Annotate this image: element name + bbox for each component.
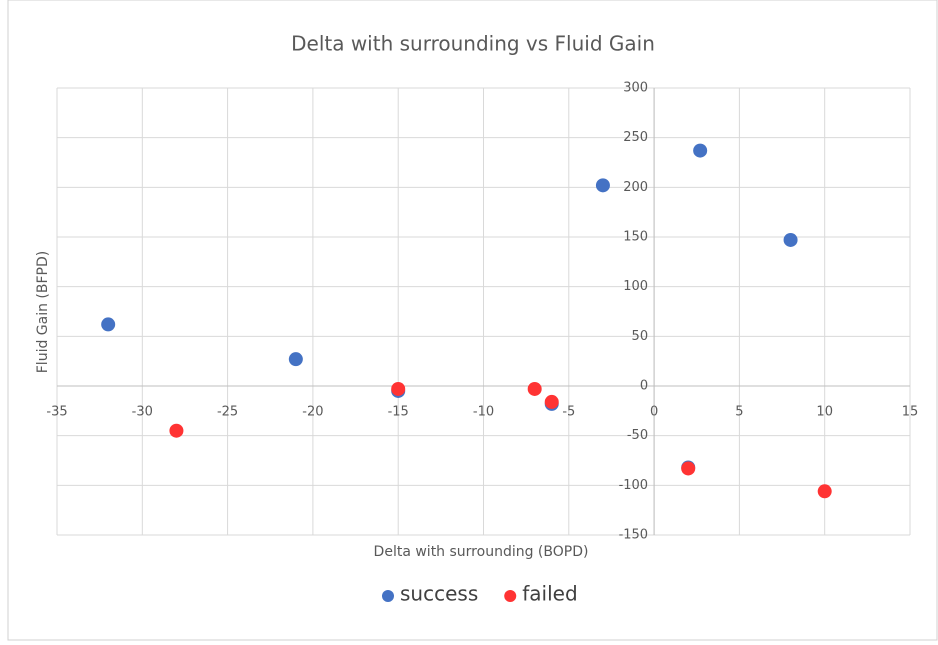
x-tick-label: 5 xyxy=(735,405,743,420)
y-tick-label: -100 xyxy=(619,478,649,493)
legend-marker xyxy=(504,590,516,602)
y-tick-label: 100 xyxy=(623,279,648,294)
y-tick-label: 50 xyxy=(632,329,649,344)
data-point xyxy=(681,461,695,475)
data-point xyxy=(391,382,405,396)
data-point xyxy=(545,395,559,409)
data-point xyxy=(596,178,610,192)
x-tick-label: 10 xyxy=(816,405,833,420)
x-tick-label: -10 xyxy=(473,405,494,420)
y-tick-label: 0 xyxy=(640,379,648,394)
y-tick-label: 200 xyxy=(623,180,648,195)
x-tick-label: -20 xyxy=(302,405,323,420)
x-tick-label: -30 xyxy=(132,405,153,420)
y-tick-label: -150 xyxy=(619,528,649,543)
x-tick-label: -5 xyxy=(562,405,575,420)
x-tick-label: -35 xyxy=(46,405,67,420)
x-tick-label: -15 xyxy=(388,405,409,420)
legend-label: failed xyxy=(522,582,577,606)
chart: Delta with surrounding vs Fluid Gain Del… xyxy=(0,0,938,641)
legend-label: success xyxy=(400,582,478,606)
x-axis-title: Delta with surrounding (BOPD) xyxy=(374,544,589,560)
data-point xyxy=(528,382,542,396)
data-point xyxy=(818,484,832,498)
y-tick-label: 300 xyxy=(623,81,648,96)
data-point xyxy=(784,233,798,247)
chart-title: Delta with surrounding vs Fluid Gain xyxy=(291,32,655,56)
y-axis-title: Fluid Gain (BFPD) xyxy=(35,251,51,374)
data-point xyxy=(289,352,303,366)
data-point xyxy=(693,144,707,158)
data-point xyxy=(101,317,115,331)
x-tick-label: 0 xyxy=(650,405,658,420)
y-tick-label: -50 xyxy=(627,428,648,443)
x-tick-label: -25 xyxy=(217,405,238,420)
data-point xyxy=(169,424,183,438)
y-tick-label: 250 xyxy=(623,130,648,145)
legend-marker xyxy=(382,590,394,602)
x-tick-label: 15 xyxy=(902,405,919,420)
y-tick-label: 150 xyxy=(623,230,648,245)
